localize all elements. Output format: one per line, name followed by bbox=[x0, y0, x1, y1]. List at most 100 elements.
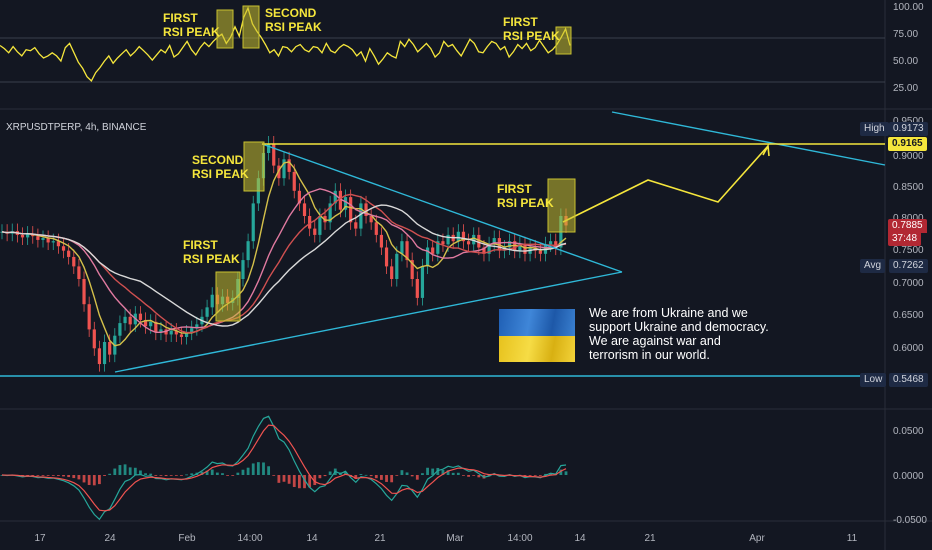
price-annotation-second-line2: RSI PEAK bbox=[192, 167, 249, 181]
candle-body bbox=[128, 316, 132, 325]
macd-histogram-bar bbox=[359, 474, 363, 475]
rsi-y-tick: 75.00 bbox=[893, 29, 918, 40]
macd-histogram-bar bbox=[364, 474, 368, 476]
x-tick-label: 17 bbox=[34, 533, 46, 544]
candle-body bbox=[343, 197, 348, 210]
macd-histogram-bar bbox=[36, 475, 40, 476]
candle-body bbox=[436, 241, 440, 254]
candle-body bbox=[431, 247, 435, 254]
candle-body bbox=[487, 244, 491, 254]
rsi-annotation-second-line1: SECOND bbox=[265, 6, 317, 20]
candle-body bbox=[461, 231, 466, 242]
macd-histogram-bar bbox=[149, 473, 153, 475]
last-price-badge: 0.7885 bbox=[888, 219, 927, 233]
macd-histogram-bar bbox=[328, 471, 332, 475]
candle-body bbox=[41, 238, 45, 240]
rsi-annotation-first-1-line1: FIRST bbox=[163, 11, 198, 25]
macd-histogram-bar bbox=[385, 475, 388, 482]
candle-body bbox=[20, 234, 25, 238]
macd-histogram-bar bbox=[523, 475, 527, 477]
macd-histogram-bar bbox=[92, 475, 96, 486]
candle-body bbox=[425, 247, 430, 267]
rsi-annotation-first-2-line2: RSI PEAK bbox=[503, 29, 560, 43]
candle-body bbox=[184, 332, 189, 337]
price-highlight-box-second bbox=[243, 141, 265, 192]
candle-body bbox=[318, 216, 322, 235]
price-y-tick: 0.7000 bbox=[893, 278, 924, 289]
macd-histogram-bar bbox=[390, 475, 394, 483]
macd-histogram-bar bbox=[118, 465, 122, 475]
candle-body bbox=[415, 279, 419, 298]
price-y-tick: 0.9500 bbox=[893, 116, 924, 127]
candle-body bbox=[333, 190, 337, 204]
resistance-line bbox=[611, 111, 886, 166]
candle-body bbox=[179, 334, 184, 337]
macd-histogram-bar bbox=[441, 469, 445, 475]
candle-body bbox=[302, 203, 307, 216]
macd-histogram-bar bbox=[113, 468, 117, 475]
candle-body bbox=[205, 307, 209, 317]
candle-body bbox=[287, 159, 291, 172]
candle-body bbox=[390, 266, 394, 279]
macd-histogram-bar bbox=[46, 475, 50, 476]
x-tick-label: 21 bbox=[374, 533, 386, 544]
candle-body bbox=[97, 348, 102, 365]
candle-body bbox=[472, 234, 476, 245]
macd-histogram-bar bbox=[236, 472, 240, 475]
candle-body bbox=[56, 241, 60, 247]
macd-histogram-bar bbox=[87, 475, 91, 485]
candle-body bbox=[195, 324, 199, 329]
symbol-label[interactable]: XRPUSDTPERP, 4h, BINANCE bbox=[6, 122, 147, 133]
candle-body bbox=[46, 238, 50, 243]
candle-body bbox=[51, 241, 55, 243]
price-annotation-first-1-line1: FIRST bbox=[183, 238, 218, 252]
macd-histogram-bar bbox=[421, 473, 424, 475]
price-annotation-first-2-line2: RSI PEAK bbox=[497, 196, 554, 210]
candle-body bbox=[508, 241, 512, 248]
candle-body bbox=[482, 247, 486, 254]
price-highlight-box-first-1 bbox=[215, 271, 241, 322]
rsi-annotation-first-2-line1: FIRST bbox=[503, 15, 538, 29]
x-tick-label: 11 bbox=[847, 533, 858, 544]
macd-histogram-bar bbox=[303, 475, 306, 489]
macd-histogram-bar bbox=[210, 469, 214, 475]
candle-body bbox=[67, 250, 71, 257]
macd-histogram-bar bbox=[77, 475, 81, 480]
macd-histogram-bar bbox=[226, 475, 229, 476]
macd-histogram-bar bbox=[456, 472, 460, 475]
rsi-y-tick: 50.00 bbox=[893, 56, 918, 67]
macd-histogram-bar bbox=[308, 475, 312, 488]
x-tick-label: 21 bbox=[644, 533, 656, 544]
candle-body bbox=[523, 244, 527, 254]
avg-value-badge: 0.7262 bbox=[889, 259, 928, 273]
macd-histogram-bar bbox=[267, 466, 271, 475]
macd-histogram-bar bbox=[205, 470, 209, 475]
candle-body bbox=[143, 319, 148, 327]
candle-body bbox=[149, 321, 153, 327]
macd-histogram-bar bbox=[451, 472, 455, 475]
macd-histogram-bar bbox=[549, 473, 553, 475]
macd-histogram-bar bbox=[164, 475, 168, 477]
candle-body bbox=[379, 234, 384, 248]
candle-body bbox=[92, 329, 96, 349]
macd-histogram-bar bbox=[297, 475, 301, 489]
macd-line bbox=[1, 415, 567, 521]
triangle-lower-line bbox=[114, 271, 623, 373]
candle-body bbox=[374, 222, 378, 235]
candle-body bbox=[123, 316, 127, 324]
candle-body bbox=[272, 143, 276, 166]
macd-histogram-bar bbox=[154, 475, 158, 476]
ma-long-line bbox=[1, 204, 567, 327]
macd-histogram-bar bbox=[410, 475, 414, 477]
macd-histogram-bar bbox=[538, 475, 542, 476]
projection-arrow bbox=[762, 143, 770, 157]
candle-body bbox=[138, 313, 143, 320]
ukraine-flag-image bbox=[499, 309, 575, 362]
candle-body bbox=[456, 231, 460, 242]
candle-body bbox=[441, 241, 445, 245]
rsi-layer bbox=[0, 6, 571, 82]
macd-histogram-bar bbox=[215, 472, 219, 475]
candle-body bbox=[420, 266, 425, 298]
candle-body bbox=[446, 234, 450, 245]
rsi-y-tick: 25.00 bbox=[893, 83, 918, 94]
